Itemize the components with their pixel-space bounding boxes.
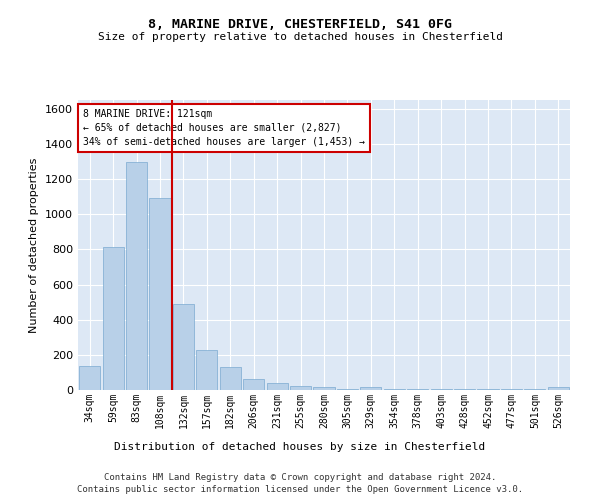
Text: 8, MARINE DRIVE, CHESTERFIELD, S41 0FG: 8, MARINE DRIVE, CHESTERFIELD, S41 0FG (148, 18, 452, 30)
Text: Size of property relative to detached houses in Chesterfield: Size of property relative to detached ho… (97, 32, 503, 42)
Bar (103, 247, 124, 390)
Bar (196, 350, 217, 390)
Bar (266, 384, 287, 390)
Bar (149, 198, 170, 390)
Y-axis label: Number of detached properties: Number of detached properties (29, 158, 40, 332)
Bar (220, 367, 241, 390)
Bar (548, 388, 569, 390)
Bar (173, 304, 194, 390)
Text: Distribution of detached houses by size in Chesterfield: Distribution of detached houses by size … (115, 442, 485, 452)
Bar (361, 388, 382, 390)
Bar (290, 386, 311, 390)
Bar (126, 162, 147, 390)
Text: 8 MARINE DRIVE: 121sqm
← 65% of detached houses are smaller (2,827)
34% of semi-: 8 MARINE DRIVE: 121sqm ← 65% of detached… (83, 108, 365, 146)
Bar (313, 387, 335, 390)
Text: Contains HM Land Registry data © Crown copyright and database right 2024.: Contains HM Land Registry data © Crown c… (104, 472, 496, 482)
Bar (243, 378, 264, 390)
Bar (79, 366, 100, 390)
Text: Contains public sector information licensed under the Open Government Licence v3: Contains public sector information licen… (77, 485, 523, 494)
